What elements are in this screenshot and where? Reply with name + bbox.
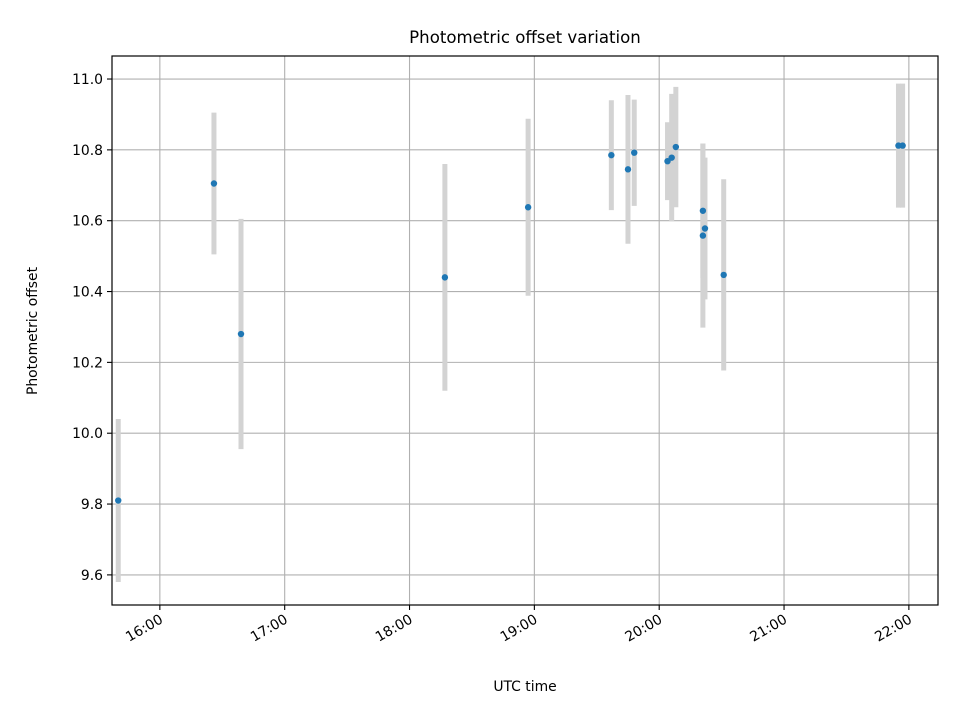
y-tick-label: 10.8: [72, 143, 103, 159]
data-point: [699, 207, 707, 214]
y-tick-label: 10.0: [72, 426, 103, 442]
y-tick-label: 9.6: [81, 568, 103, 584]
data-point: [701, 225, 709, 232]
data-point: [899, 142, 906, 149]
data-point: [672, 143, 680, 151]
data-point: [631, 149, 638, 156]
data-point: [524, 204, 532, 211]
y-tick-label: 9.8: [81, 497, 103, 513]
data-point: [664, 157, 671, 165]
data-point: [608, 151, 615, 159]
y-tick-label: 10.2: [72, 355, 103, 371]
y-tick-label: 10.4: [72, 285, 103, 301]
data-points: [115, 142, 906, 504]
data-point: [237, 330, 245, 338]
data-point: [624, 166, 632, 173]
data-point: [115, 497, 122, 504]
data-point: [441, 274, 449, 281]
chart-title: Photometric offset variation: [409, 28, 641, 47]
data-point: [668, 154, 675, 161]
y-axis-label: Photometric offset: [25, 266, 41, 395]
x-axis-label: UTC time: [493, 679, 556, 695]
grid-lines: [112, 56, 938, 605]
data-point: [699, 232, 707, 239]
data-point: [720, 271, 727, 279]
y-tick-label: 10.6: [72, 214, 103, 230]
data-point: [210, 180, 218, 187]
y-axis-ticks: 9.6 9.8 10.0 10.2 10.4 10.6 10.8 11.0: [72, 72, 112, 584]
y-tick-label: 11.0: [72, 72, 103, 88]
plot-frame: [111, 55, 939, 606]
